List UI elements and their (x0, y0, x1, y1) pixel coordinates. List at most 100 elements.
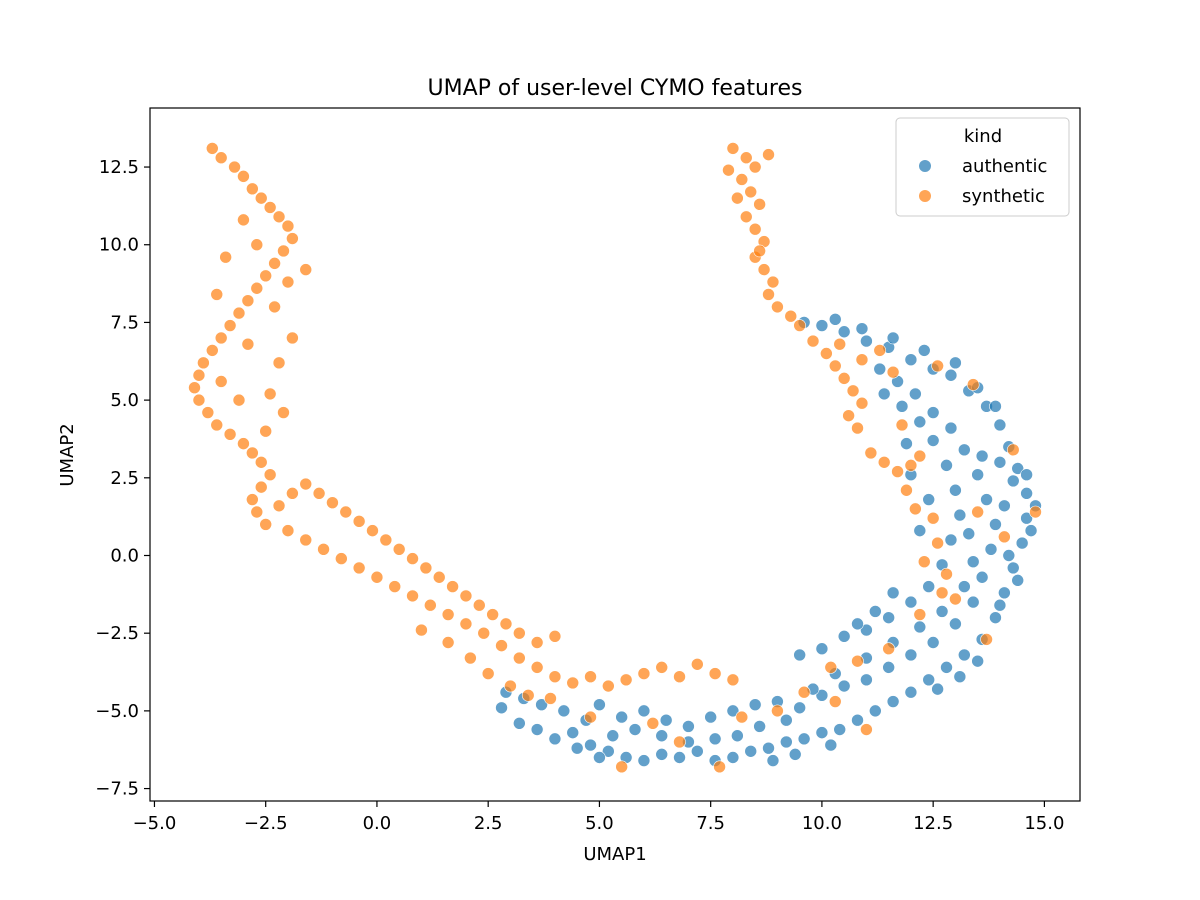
point-synthetic-49 (472, 598, 486, 612)
point-authentic-14 (744, 744, 758, 758)
point-synthetic-135 (877, 455, 891, 469)
x-tick-label: 12.5 (913, 813, 953, 834)
point-authentic-5 (584, 738, 597, 752)
x-tick-label: 5.0 (585, 813, 614, 834)
point-authentic-77 (815, 642, 829, 656)
point-authentic-110 (869, 605, 882, 618)
point-authentic-69 (971, 468, 984, 481)
point-authentic-99 (975, 449, 989, 463)
point-synthetic-149 (824, 661, 838, 674)
point-synthetic-28 (254, 455, 268, 469)
point-synthetic-153 (713, 760, 726, 774)
point-synthetic-116 (784, 309, 798, 323)
point-synthetic-35 (286, 487, 299, 500)
point-authentic-50 (659, 713, 673, 727)
point-authentic-47 (593, 698, 606, 711)
point-synthetic-62 (406, 589, 419, 603)
point-synthetic-154 (673, 735, 686, 749)
point-synthetic-75 (637, 667, 651, 680)
point-synthetic-144 (940, 567, 953, 581)
point-authentic-30 (1006, 561, 1020, 575)
point-synthetic-19 (197, 356, 210, 370)
point-authentic-2 (530, 723, 544, 736)
point-synthetic-51 (499, 617, 513, 631)
point-synthetic-120 (731, 191, 744, 205)
point-synthetic-21 (188, 381, 201, 394)
point-synthetic-46 (432, 570, 446, 584)
point-synthetic-91 (210, 288, 224, 301)
legend: kind authentic synthetic (895, 117, 1070, 217)
point-authentic-106 (922, 493, 936, 506)
point-authentic-64 (966, 595, 980, 609)
point-synthetic-67 (495, 639, 508, 652)
point-synthetic-129 (851, 421, 864, 435)
point-authentic-97 (966, 555, 980, 569)
point-authentic-26 (958, 648, 971, 662)
point-authentic-59 (860, 673, 873, 687)
point-authentic-79 (860, 623, 873, 637)
point-authentic-0 (495, 701, 508, 715)
y-axis-title: UMAP2 (57, 423, 78, 486)
point-synthetic-89 (219, 250, 232, 264)
point-authentic-111 (851, 617, 864, 631)
point-authentic-65 (975, 570, 989, 584)
y-tick-label: −7.5 (95, 779, 139, 800)
point-synthetic-143 (917, 555, 931, 569)
point-synthetic-4 (246, 182, 259, 196)
point-synthetic-93 (272, 356, 286, 370)
point-authentic-68 (980, 493, 993, 506)
point-synthetic-117 (793, 319, 806, 332)
point-authentic-28 (989, 611, 1002, 624)
point-synthetic-165 (895, 418, 909, 432)
point-synthetic-87 (237, 213, 250, 227)
point-authentic-39 (944, 368, 958, 382)
point-synthetic-168 (860, 723, 873, 736)
point-authentic-32 (1020, 511, 1033, 525)
x-tick-label: −5.0 (133, 813, 177, 834)
point-synthetic-33 (259, 518, 272, 531)
point-authentic-48 (615, 710, 628, 724)
point-synthetic-69 (530, 661, 544, 674)
point-synthetic-161 (1029, 505, 1042, 519)
point-synthetic-2 (228, 160, 241, 174)
point-synthetic-56 (299, 533, 313, 547)
y-tick-label: −2.5 (95, 623, 139, 644)
point-synthetic-152 (735, 710, 749, 724)
point-synthetic-86 (415, 623, 428, 637)
point-synthetic-155 (646, 717, 660, 730)
point-authentic-23 (904, 685, 918, 699)
point-authentic-114 (780, 713, 793, 727)
y-tick-label: 5.0 (110, 390, 139, 411)
point-authentic-11 (691, 744, 704, 758)
point-synthetic-160 (998, 530, 1011, 544)
point-synthetic-47 (446, 580, 459, 593)
point-synthetic-147 (882, 642, 895, 656)
point-synthetic-8 (281, 219, 295, 233)
point-authentic-116 (731, 729, 744, 743)
point-synthetic-9 (286, 232, 299, 245)
point-authentic-19 (833, 723, 847, 736)
point-authentic-44 (837, 325, 851, 339)
legend-marker-authentic (919, 160, 931, 172)
point-synthetic-85 (441, 636, 455, 649)
point-authentic-54 (748, 698, 762, 711)
point-authentic-36 (993, 418, 1007, 432)
point-synthetic-88 (250, 238, 264, 252)
point-synthetic-42 (379, 533, 393, 547)
point-authentic-13 (726, 751, 740, 764)
point-authentic-103 (1011, 574, 1025, 587)
point-synthetic-136 (891, 465, 904, 478)
point-synthetic-99 (286, 331, 299, 345)
point-authentic-76 (793, 648, 806, 662)
point-authentic-63 (949, 617, 962, 631)
point-synthetic-127 (855, 396, 869, 410)
point-authentic-6 (602, 744, 615, 758)
y-tick-label: 7.5 (110, 312, 139, 333)
point-synthetic-163 (966, 378, 980, 391)
point-authentic-108 (900, 437, 913, 450)
point-synthetic-48 (459, 589, 473, 603)
point-synthetic-126 (846, 384, 860, 398)
point-authentic-53 (726, 704, 740, 718)
point-authentic-91 (877, 387, 891, 401)
point-synthetic-14 (241, 294, 255, 307)
